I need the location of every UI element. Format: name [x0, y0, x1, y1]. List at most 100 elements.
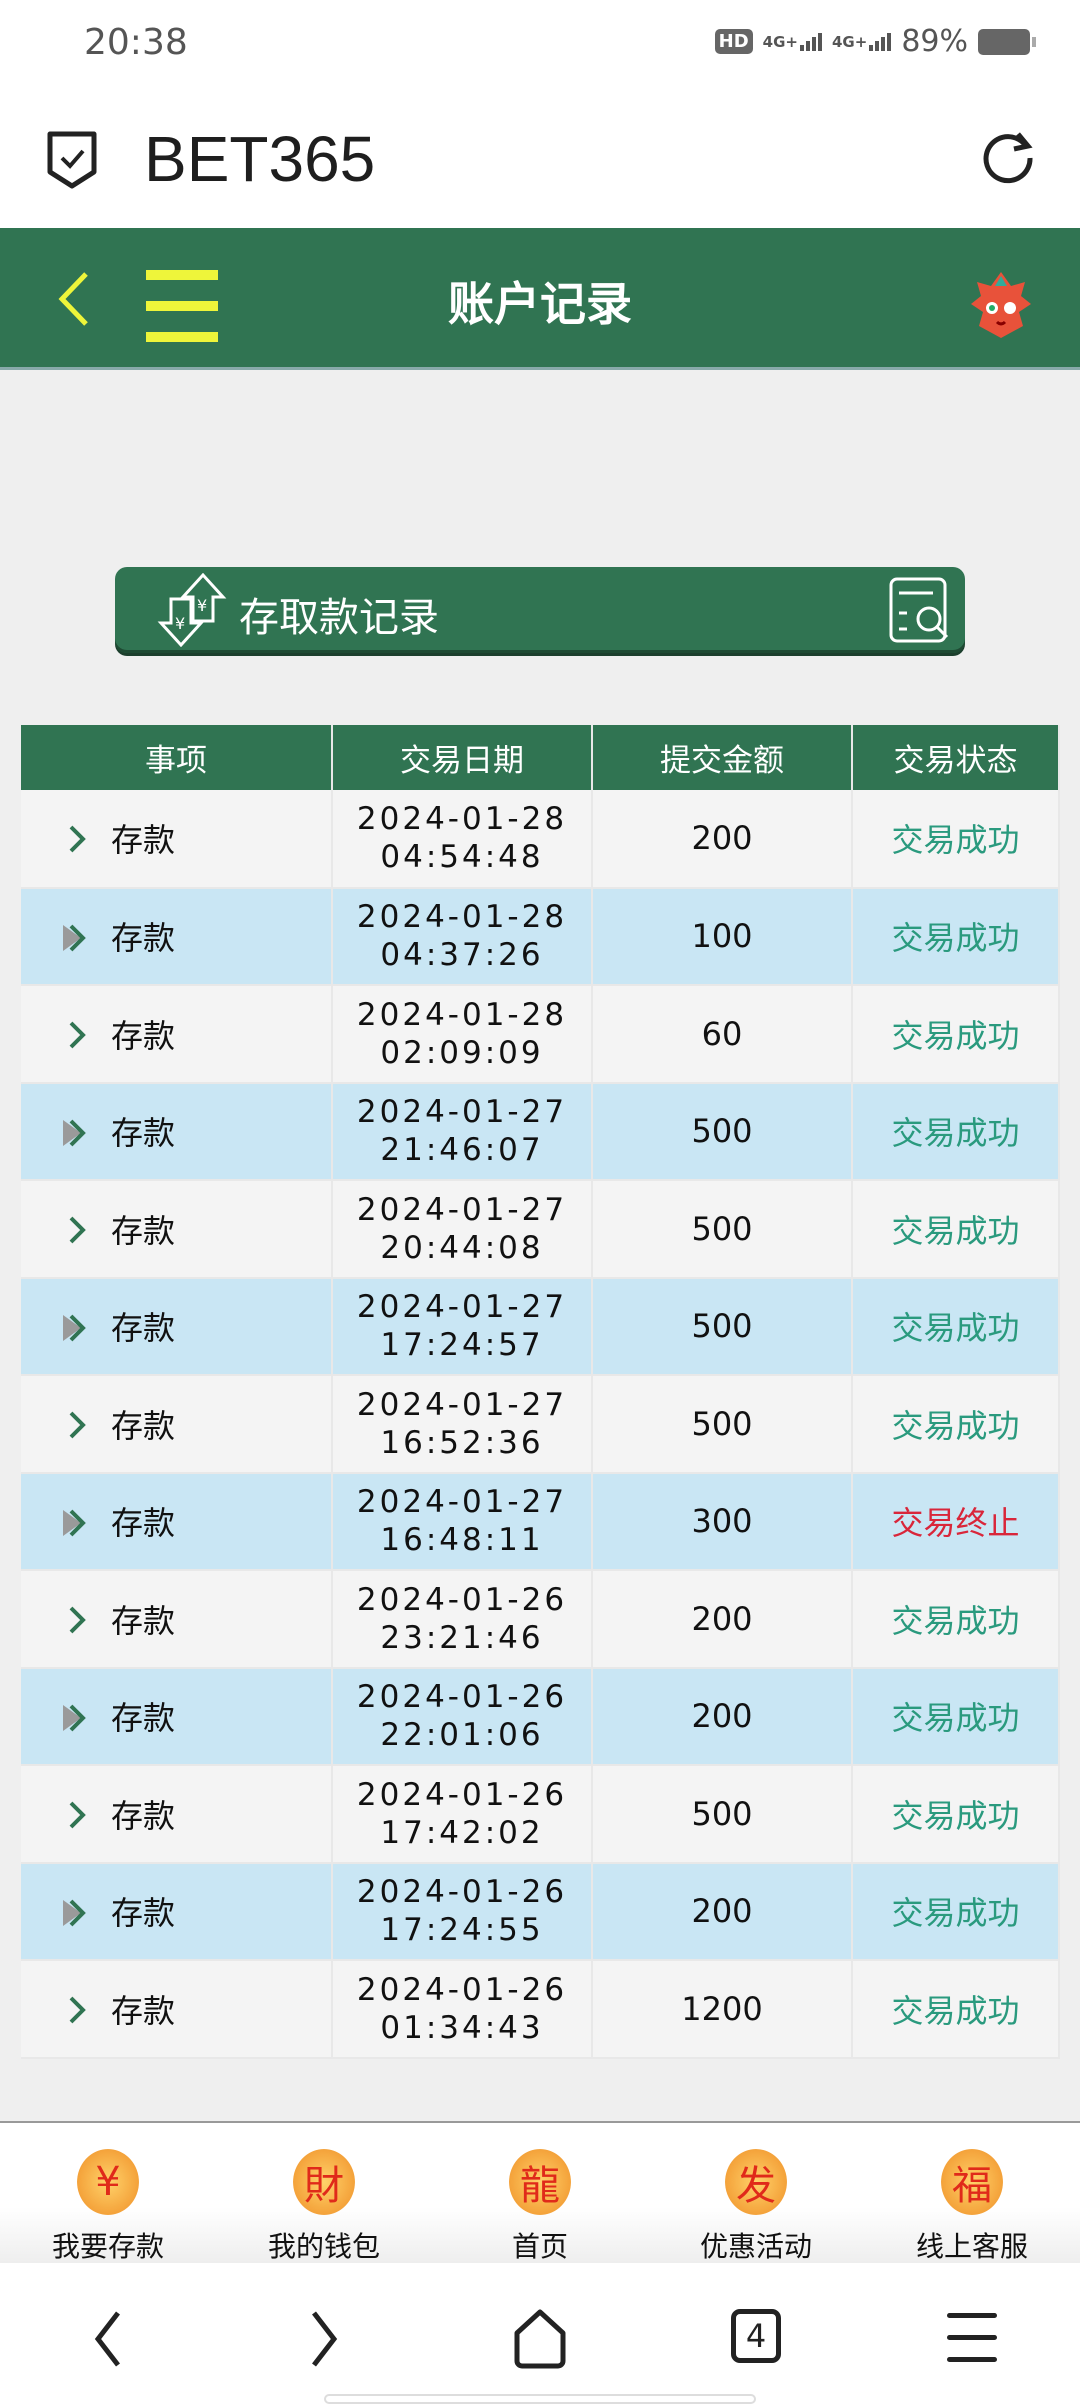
expand-arrow-icon[interactable]	[61, 1410, 101, 1440]
fa-promo-icon: 发	[725, 2149, 787, 2215]
item-type: 存款	[111, 1016, 176, 1055]
dragon-home-icon: 龍	[509, 2149, 571, 2215]
item-cell: 存款	[21, 887, 333, 986]
records-table: 事项 交易日期 提交金额 交易状态 存款 2024-01-28 04:54:48 …	[21, 725, 1060, 2059]
amount-cell: 60	[592, 985, 853, 1084]
expand-arrow-icon[interactable]	[61, 1508, 101, 1538]
nav-item-fu-service[interactable]: 福线上客服	[864, 2123, 1080, 2263]
amount-cell: 300	[592, 1472, 853, 1571]
item-type: 存款	[111, 821, 176, 860]
battery-icon	[978, 28, 1036, 55]
table-row[interactable]: 存款 2024-01-28 02:09:09 60 交易成功	[21, 985, 1060, 1084]
currency-exchange-icon: ¥¥	[157, 573, 227, 647]
table-row[interactable]: 存款 2024-01-27 17:24:57 500 交易成功	[21, 1277, 1060, 1376]
nav-label: 首页	[511, 2230, 568, 2263]
home-indicator[interactable]	[324, 2394, 756, 2404]
document-search-icon[interactable]	[887, 577, 957, 643]
transaction-time: 17:24:57	[380, 1327, 544, 1364]
back-icon[interactable]	[88, 2309, 128, 2369]
item-type: 存款	[111, 1699, 176, 1738]
table-row[interactable]: 存款 2024-01-28 04:37:26 100 交易成功	[21, 887, 1060, 986]
item-cell: 存款	[21, 1277, 333, 1376]
date-cell: 2024-01-27 17:24:57	[332, 1277, 593, 1376]
item-type: 存款	[111, 1406, 176, 1445]
expand-arrow-icon[interactable]	[61, 923, 101, 953]
date-cell: 2024-01-26 01:34:43	[332, 1960, 593, 2059]
status-cell: 交易成功	[852, 1180, 1060, 1279]
transaction-time: 21:46:07	[380, 1132, 544, 1169]
date-cell: 2024-01-26 22:01:06	[332, 1667, 593, 1766]
expand-arrow-icon[interactable]	[61, 1215, 101, 1245]
table-row[interactable]: 存款 2024-01-27 16:52:36 500 交易成功	[21, 1375, 1060, 1474]
home-icon[interactable]	[512, 2309, 568, 2369]
date-cell: 2024-01-28 04:37:26	[332, 887, 593, 986]
expand-arrow-icon[interactable]	[61, 1313, 101, 1343]
nav-item-dragon-home[interactable]: 龍首页	[432, 2123, 648, 2263]
table-row[interactable]: 存款 2024-01-26 23:21:46 200 交易成功	[21, 1570, 1060, 1669]
date-cell: 2024-01-26 17:24:55	[332, 1862, 593, 1961]
nav-item-dragon-wallet[interactable]: 財我的钱包	[216, 2123, 432, 2263]
transaction-time: 02:09:09	[380, 1034, 544, 1071]
item-cell: 存款	[21, 1570, 333, 1669]
network-type-sim2: 4G+	[831, 32, 868, 51]
item-type: 存款	[111, 1114, 176, 1153]
table-row[interactable]: 存款 2024-01-26 01:34:43 1200 交易成功	[21, 1960, 1060, 2059]
page-title: 账户记录	[448, 277, 632, 331]
dragon-avatar-icon[interactable]	[970, 272, 1032, 338]
table-row[interactable]: 存款 2024-01-27 21:46:07 500 交易成功	[21, 1082, 1060, 1181]
item-type: 存款	[111, 1601, 176, 1640]
status-cell: 交易成功	[852, 887, 1060, 986]
status-cell: 交易成功	[852, 1082, 1060, 1181]
item-cell: 存款	[21, 1472, 333, 1571]
item-type: 存款	[111, 1991, 176, 2030]
svg-text:¥: ¥	[197, 596, 207, 615]
nav-item-dragon-coin[interactable]: ¥ 我要存款	[0, 2123, 216, 2263]
table-row[interactable]: 存款 2024-01-27 16:48:11 300 交易终止	[21, 1472, 1060, 1571]
item-type: 存款	[111, 1894, 176, 1933]
item-cell: 存款	[21, 1765, 333, 1864]
transaction-date: 2024-01-28	[356, 996, 568, 1033]
expand-arrow-icon[interactable]	[61, 1703, 101, 1733]
expand-arrow-icon[interactable]	[61, 1605, 101, 1635]
column-header: 提交金额	[592, 725, 853, 790]
amount-cell: 500	[592, 1180, 853, 1279]
transaction-date: 2024-01-28	[356, 801, 568, 838]
transaction-time: 04:37:26	[380, 937, 544, 974]
expand-arrow-icon[interactable]	[61, 1898, 101, 1928]
reload-icon[interactable]	[980, 128, 1036, 184]
transaction-time: 16:52:36	[380, 1424, 544, 1461]
column-header: 交易状态	[852, 725, 1060, 790]
browser-menu-icon[interactable]	[947, 2309, 997, 2408]
expand-arrow-icon[interactable]	[61, 824, 101, 854]
item-type: 存款	[111, 919, 176, 958]
menu-icon[interactable]	[146, 270, 218, 363]
expand-arrow-icon[interactable]	[61, 1020, 101, 1050]
table-row[interactable]: 存款 2024-01-28 04:54:48 200 交易成功	[21, 790, 1060, 889]
expand-arrow-icon[interactable]	[61, 1118, 101, 1148]
item-cell: 存款	[21, 1960, 333, 2059]
table-row[interactable]: 存款 2024-01-26 17:42:02 500 交易成功	[21, 1765, 1060, 1864]
expand-arrow-icon[interactable]	[61, 1800, 101, 1830]
item-cell: 存款	[21, 1375, 333, 1474]
amount-cell: 100	[592, 887, 853, 986]
expand-arrow-icon[interactable]	[61, 1995, 101, 2025]
status-cell: 交易终止	[852, 1472, 1060, 1571]
date-cell: 2024-01-27 20:44:08	[332, 1180, 593, 1279]
table-row[interactable]: 存款 2024-01-26 22:01:06 200 交易成功	[21, 1667, 1060, 1766]
forward-icon[interactable]	[304, 2309, 344, 2369]
table-row[interactable]: 存款 2024-01-26 17:24:55 200 交易成功	[21, 1862, 1060, 1961]
deposit-withdraw-records-banner[interactable]: ¥ ¥ 存取款记录	[115, 567, 965, 653]
table-row[interactable]: 存款 2024-01-27 20:44:08 500 交易成功	[21, 1180, 1060, 1279]
transaction-date: 2024-01-26	[356, 1776, 568, 1813]
amount-cell: 500	[592, 1082, 853, 1181]
transaction-date: 2024-01-26	[356, 1971, 568, 2008]
browser-nav: 4	[0, 2263, 1080, 2408]
column-header: 事项	[21, 725, 333, 790]
fu-service-icon: 福	[941, 2149, 1003, 2215]
browser-bar: BET365	[0, 90, 1080, 228]
shield-check-icon[interactable]	[46, 130, 98, 190]
nav-item-fa-promo[interactable]: 发优惠活动	[648, 2123, 864, 2263]
amount-cell: 500	[592, 1277, 853, 1376]
back-chevron-icon[interactable]	[56, 272, 92, 326]
tabs-button[interactable]: 4	[731, 2309, 781, 2363]
